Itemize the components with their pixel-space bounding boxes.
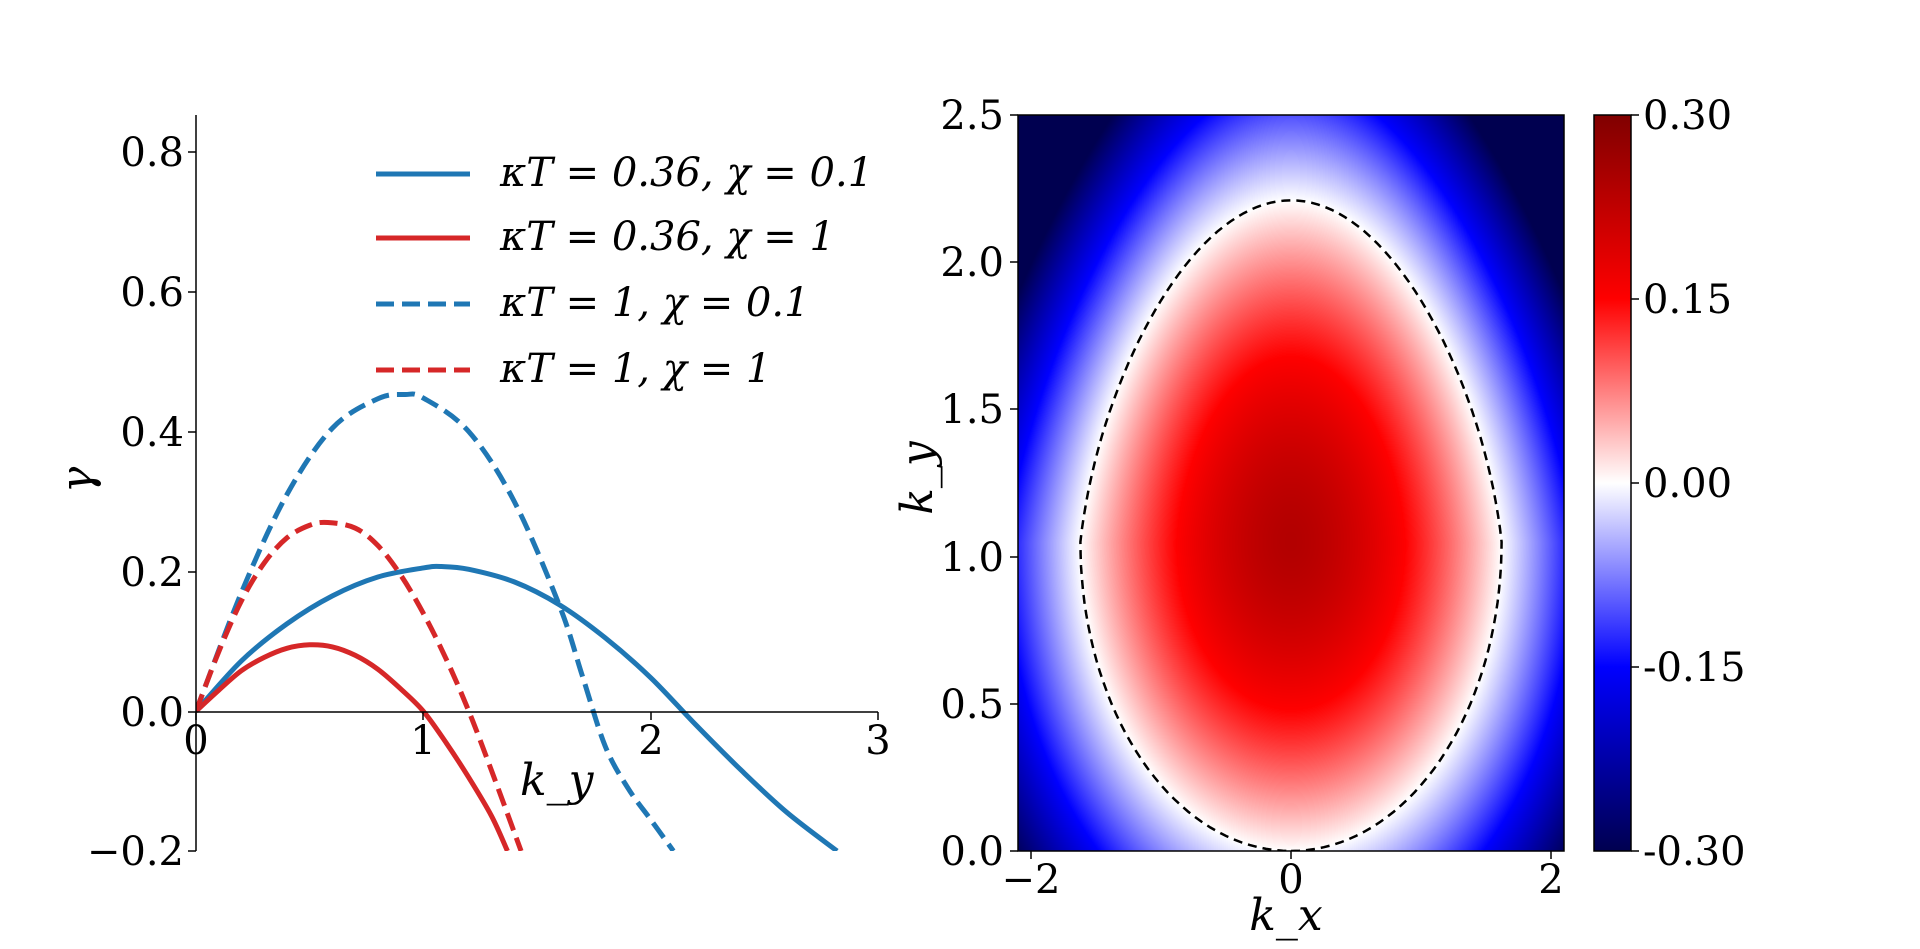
- left-y-tick-1: 0.0: [120, 690, 184, 736]
- right-y-tick-0: 0.0: [940, 829, 1004, 875]
- right-y-tick-1: 0.5: [940, 682, 1004, 728]
- right-heatmap: −2 0 2 0.0 0.5 1.0 1.5 2.0 2.5 k_x k_y: [892, 93, 1746, 941]
- series-line-2: [196, 391, 676, 851]
- right-y-tick-5: 2.5: [940, 93, 1004, 139]
- right-y-axis-label: k_y: [892, 440, 943, 515]
- series-line-3: [196, 519, 524, 851]
- left-line-chart: 0 1 2 3 −0.2 0.0 0.2 0.4 0.6 0.8 k_y γ: [52, 115, 891, 875]
- right-x-tick-1: 0: [1278, 857, 1303, 903]
- right-x-tick-labels: −2 0 2: [1002, 851, 1564, 903]
- colorbar-gradient: [1593, 114, 1632, 852]
- left-x-tick-2: 2: [638, 718, 663, 764]
- right-x-tick-0: −2: [1002, 857, 1061, 903]
- colorbar-tick-3: 0.15: [1643, 277, 1732, 323]
- left-x-tick-labels: 0 1 2 3: [183, 712, 891, 764]
- left-y-tick-4: 0.6: [120, 270, 184, 316]
- left-x-tick-1: 1: [410, 718, 435, 764]
- left-y-axis-label: γ: [52, 466, 103, 493]
- right-y-tick-3: 1.5: [940, 387, 1004, 433]
- left-x-tick-3: 3: [865, 718, 890, 764]
- colorbar-tick-4: 0.30: [1643, 93, 1732, 139]
- legend: κT = 0.36, χ = 0.1 κT = 0.36, χ = 1 κT =…: [376, 150, 873, 392]
- left-series-group: [196, 391, 839, 851]
- right-y-tick-labels: 0.0 0.5 1.0 1.5 2.0 2.5: [940, 93, 1018, 875]
- colorbar-tick-0: -0.30: [1643, 829, 1746, 875]
- left-x-tick-0: 0: [183, 718, 208, 764]
- legend-label-3: κT = 1, χ = 1: [499, 346, 771, 392]
- left-y-tick-labels: −0.2 0.0 0.2 0.4 0.6 0.8: [87, 130, 196, 875]
- left-y-tick-2: 0.2: [120, 550, 184, 596]
- right-x-tick-2: 2: [1538, 857, 1563, 903]
- right-x-axis-label: k_x: [1249, 890, 1323, 941]
- heatmap-field: [1018, 115, 1564, 851]
- left-y-tick-5: 0.8: [120, 130, 184, 176]
- right-y-tick-4: 2.0: [940, 240, 1004, 286]
- colorbar-tick-1: -0.15: [1643, 645, 1746, 691]
- colorbar-tick-2: 0.00: [1643, 461, 1732, 507]
- legend-label-0: κT = 0.36, χ = 0.1: [499, 150, 873, 196]
- series-line-1: [196, 642, 510, 851]
- legend-label-1: κT = 0.36, χ = 1: [499, 214, 835, 260]
- colorbar: -0.30 -0.15 0.00 0.15 0.30: [1593, 93, 1746, 875]
- series-line-0: [196, 563, 839, 851]
- left-x-axis-label: k_y: [520, 755, 595, 806]
- left-y-tick-0: −0.2: [87, 829, 184, 875]
- legend-label-2: κT = 1, χ = 0.1: [499, 280, 810, 326]
- heatmap-canvas: [1018, 115, 1564, 851]
- right-y-tick-2: 1.0: [940, 535, 1004, 581]
- left-y-tick-3: 0.4: [120, 410, 184, 456]
